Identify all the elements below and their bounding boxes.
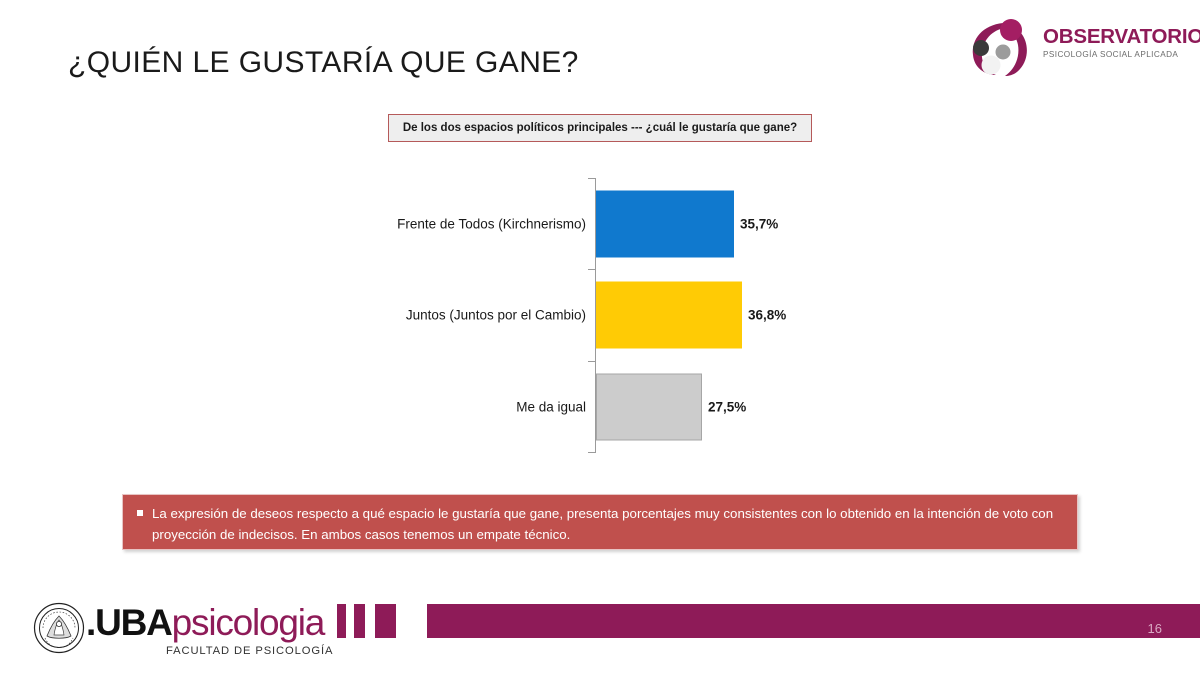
observatorio-name: OBSERVATORIO [1043, 25, 1200, 48]
conclusion-callout: La expresión de deseos respecto a qué es… [122, 494, 1078, 550]
bar-chart: Frente de Todos (Kirchnerismo) 35,7% Jun… [360, 178, 830, 458]
bar-value-label: 36,8% [748, 307, 787, 322]
uba-seal-icon [33, 602, 85, 654]
uba-text: .UBA [86, 602, 173, 643]
observatorio-logo: OBSERVATORIO PSICOLOGÍA SOCIAL APLICADA [963, 17, 1200, 79]
psicologia-text: psicologia [171, 602, 326, 643]
bar-value-label: 27,5% [708, 399, 747, 414]
bar-frente-de-todos[interactable] [596, 190, 734, 257]
chart-row: Juntos (Juntos por el Cambio) 36,8% [360, 269, 830, 360]
category-label: Frente de Todos (Kirchnerismo) [397, 216, 586, 231]
footer-bar-3 [375, 604, 396, 638]
faculty-text: FACULTAD DE PSICOLOGÍA [166, 645, 334, 657]
chart-row: Frente de Todos (Kirchnerismo) 35,7% [360, 178, 830, 269]
axis-tick [588, 178, 595, 179]
axis-tick [588, 361, 595, 362]
bullet-icon [137, 510, 143, 516]
footer-bar-long: 16 [427, 604, 1200, 638]
footer-bar-2 [354, 604, 365, 638]
observatorio-subtitle: PSICOLOGÍA SOCIAL APLICADA [1043, 49, 1179, 59]
chart-axis-line [595, 178, 596, 453]
callout-text: La expresión de deseos respecto a qué es… [152, 506, 1054, 542]
bar-value-label: 35,7% [740, 216, 779, 231]
page-number: 16 [1147, 621, 1162, 636]
uba-wordmark: .UBApsicologia [86, 602, 326, 643]
bar-me-da-igual[interactable] [596, 373, 702, 440]
chart-row: Me da igual 27,5% [360, 361, 830, 452]
axis-tick [588, 452, 595, 453]
observatorio-logo-text: OBSERVATORIO PSICOLOGÍA SOCIAL APLICADA [1043, 25, 1200, 59]
bar-juntos-por-el-cambio[interactable] [596, 281, 742, 348]
footer: .UBApsicologia FACULTAD DE PSICOLOGÍA 16 [0, 595, 1200, 675]
category-label: Me da igual [516, 399, 586, 414]
observatorio-logo-mark [972, 19, 1027, 76]
footer-bar-1 [337, 604, 346, 638]
category-label: Juntos (Juntos por el Cambio) [405, 307, 586, 322]
chart-question-box: De los dos espacios políticos principale… [388, 114, 812, 142]
chart-question-text: De los dos espacios políticos principale… [402, 122, 798, 134]
page-title: ¿QUIÉN LE GUSTARÍA QUE GANE? [68, 46, 579, 79]
axis-tick [588, 269, 595, 270]
